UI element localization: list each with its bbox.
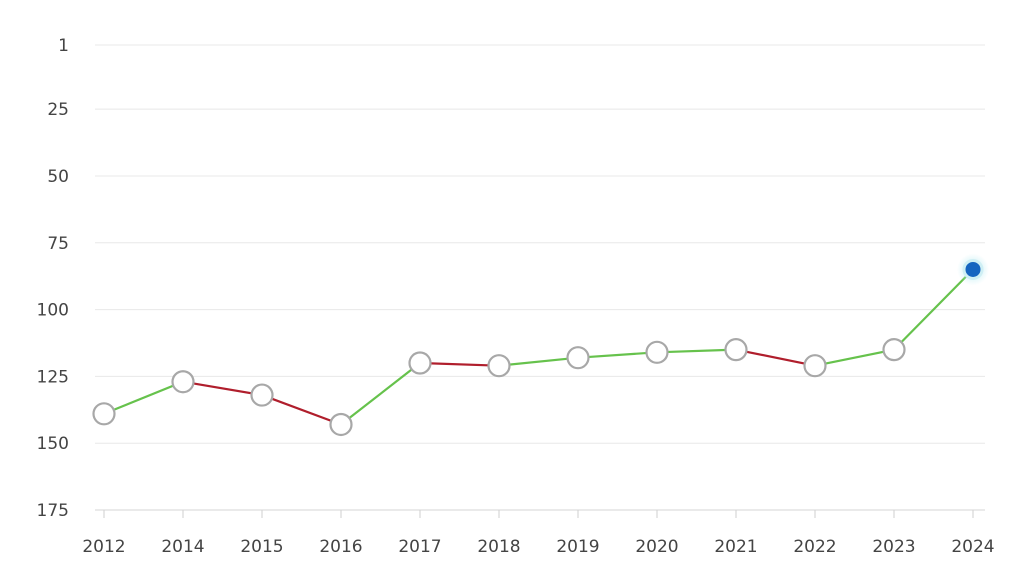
- y-tick-label: 175: [37, 501, 69, 521]
- data-point[interactable]: [645, 340, 669, 364]
- y-tick-label: 50: [47, 167, 69, 187]
- line-segment-improving: [655, 348, 738, 354]
- x-tick-label: 2017: [398, 537, 441, 557]
- data-point[interactable]: [566, 346, 590, 370]
- y-tick-label: 75: [47, 234, 69, 254]
- x-tick-label: 2023: [872, 537, 915, 557]
- data-point[interactable]: [803, 354, 827, 378]
- y-tick-label: 25: [47, 100, 69, 120]
- line-segment-improving: [102, 380, 185, 415]
- data-point-current[interactable]: [962, 258, 984, 280]
- line-segment-improving: [892, 268, 975, 351]
- x-tick-label: 2021: [714, 537, 757, 557]
- line-segment-declining: [734, 348, 817, 367]
- line-segment-improving: [813, 348, 896, 367]
- data-point[interactable]: [882, 338, 906, 362]
- y-tick-label: 100: [37, 301, 69, 321]
- data-point[interactable]: [487, 354, 511, 378]
- data-point[interactable]: [250, 383, 274, 407]
- x-tick-label: 2012: [82, 537, 125, 557]
- data-point[interactable]: [171, 370, 195, 394]
- x-tick-label: 2019: [556, 537, 599, 557]
- grid-layer: [95, 44, 985, 511]
- line-series: [102, 268, 975, 426]
- y-tick-label: 150: [37, 434, 69, 454]
- line-segment-improving: [339, 361, 422, 426]
- x-tick-label: 2020: [635, 537, 678, 557]
- x-tick-label: 2022: [793, 537, 836, 557]
- data-point[interactable]: [724, 338, 748, 362]
- data-point[interactable]: [329, 412, 353, 437]
- line-segment-declining: [260, 393, 343, 426]
- point-series: [92, 253, 989, 437]
- y-tick-label: 125: [37, 367, 69, 387]
- line-segment-declining: [418, 361, 501, 367]
- line-segment-improving: [576, 351, 659, 359]
- y-tick-label: 1: [58, 36, 69, 56]
- x-tick-label: 2015: [240, 537, 283, 557]
- data-point[interactable]: [408, 351, 432, 375]
- x-tick-label: 2016: [319, 537, 362, 557]
- line-segment-improving: [497, 356, 580, 367]
- x-tick-label: 2024: [951, 537, 994, 557]
- x-tick-label: 2014: [161, 537, 204, 557]
- x-axis: 2012 2014 2015 2016 2017 2018 2019 2020 2021 2022…: [82, 510, 995, 557]
- x-tick-label: 2018: [477, 537, 520, 557]
- line-segment-declining: [181, 380, 264, 397]
- data-point[interactable]: [92, 402, 116, 426]
